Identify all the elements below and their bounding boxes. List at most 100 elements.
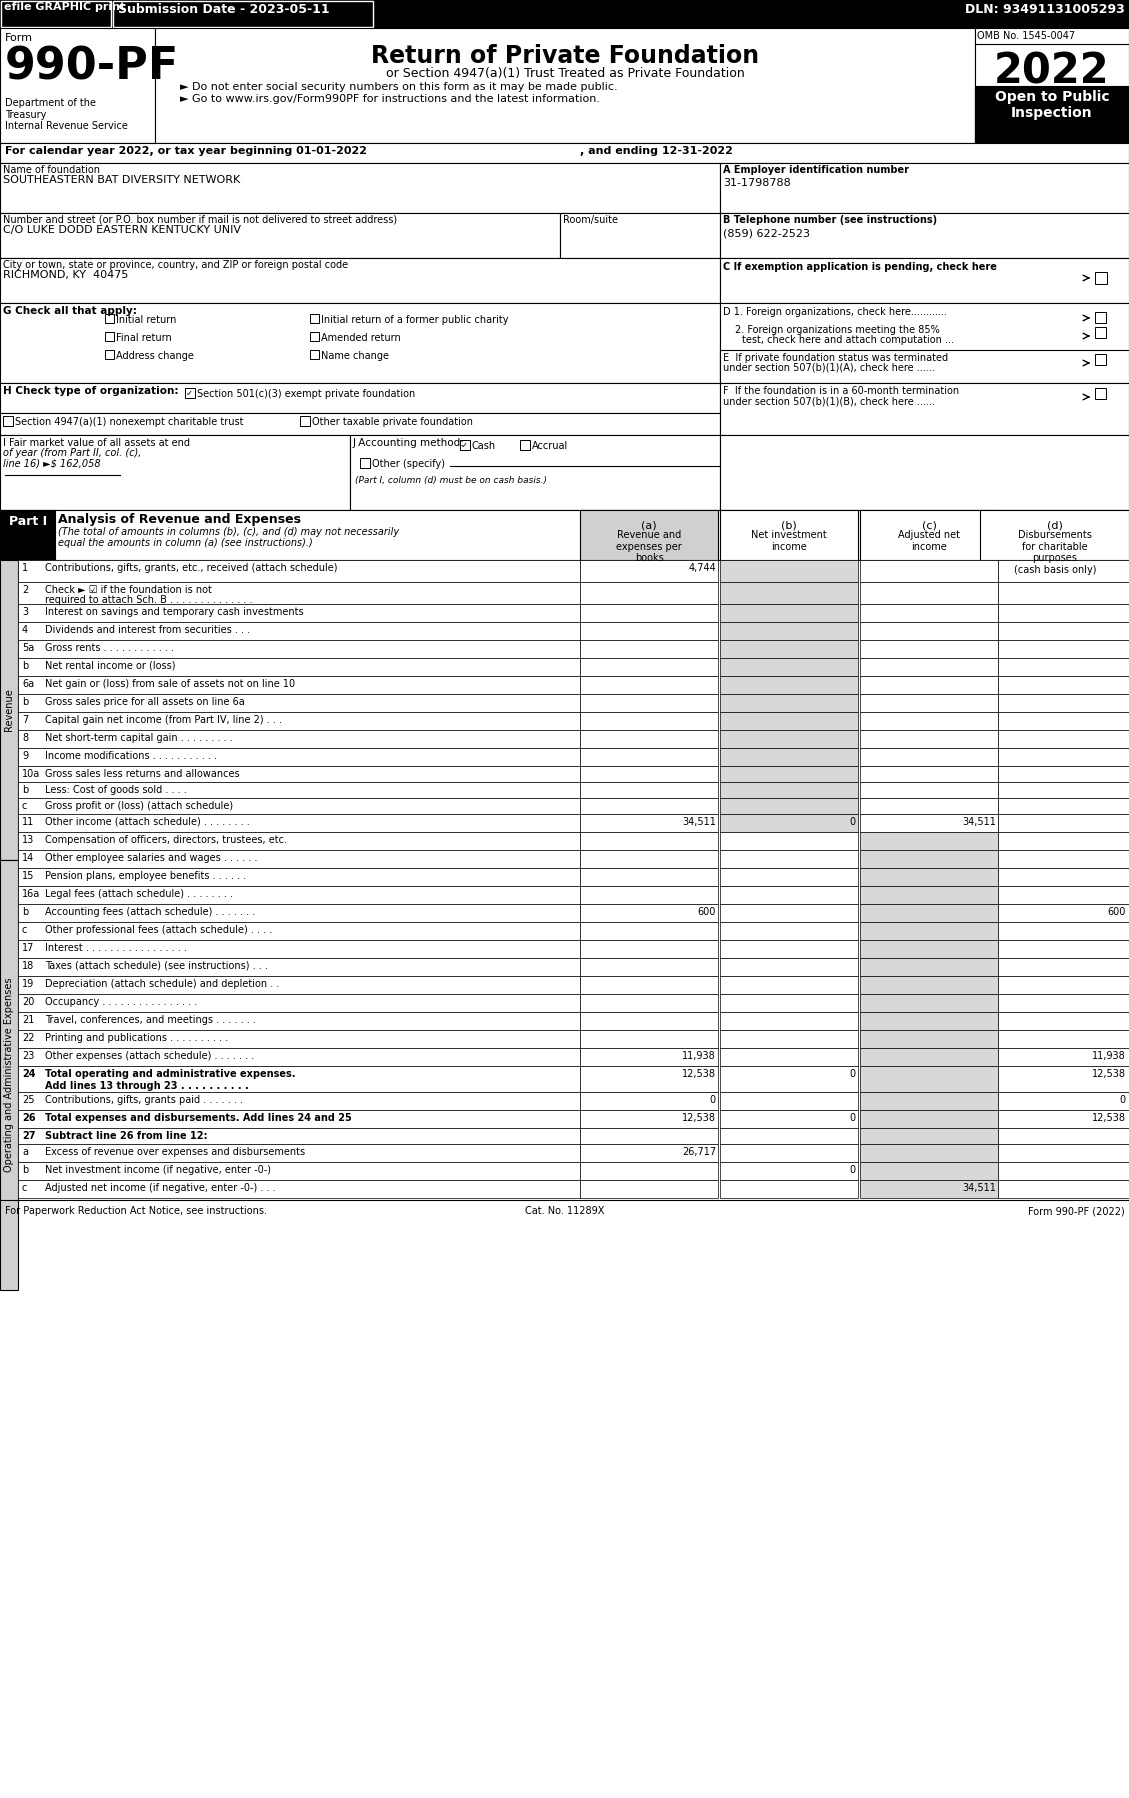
Text: 12,538: 12,538: [682, 1070, 716, 1079]
Bar: [998, 886, 1129, 904]
Bar: [580, 712, 718, 730]
Text: Cat. No. 11289X: Cat. No. 11289X: [525, 1206, 605, 1215]
Text: 6a: 6a: [21, 680, 34, 689]
Bar: [18, 640, 580, 658]
Text: Part I: Part I: [9, 514, 47, 529]
Bar: [460, 441, 470, 450]
Bar: [860, 976, 998, 994]
Bar: [720, 1048, 858, 1066]
Text: B Telephone number (see instructions): B Telephone number (see instructions): [723, 216, 937, 225]
Text: 2022: 2022: [995, 50, 1110, 92]
Text: b: b: [21, 786, 28, 795]
Text: b: b: [21, 698, 28, 707]
Text: Form 990-PF (2022): Form 990-PF (2022): [1029, 1206, 1124, 1215]
Bar: [310, 351, 320, 360]
Text: 24: 24: [21, 1070, 35, 1079]
Bar: [720, 814, 858, 832]
Bar: [860, 658, 998, 676]
Bar: [720, 383, 1129, 435]
Bar: [580, 1030, 718, 1048]
Text: Excess of revenue over expenses and disbursements: Excess of revenue over expenses and disb…: [45, 1147, 305, 1156]
Bar: [18, 1091, 580, 1109]
Bar: [580, 958, 718, 976]
Bar: [18, 798, 580, 814]
Bar: [0, 212, 560, 257]
Bar: [0, 29, 155, 144]
Bar: [998, 712, 1129, 730]
Text: 0: 0: [850, 1165, 856, 1176]
Text: Other expenses (attach schedule) . . . . . . .: Other expenses (attach schedule) . . . .…: [45, 1052, 254, 1061]
Text: Final return: Final return: [116, 333, 172, 343]
Bar: [860, 886, 998, 904]
Bar: [580, 782, 718, 798]
Text: Capital gain net income (from Part IV, line 2) . . .: Capital gain net income (from Part IV, l…: [45, 716, 282, 725]
Text: For Paperwork Reduction Act Notice, see instructions.: For Paperwork Reduction Act Notice, see …: [5, 1206, 266, 1215]
Text: C/O LUKE DODD EASTERN KENTUCKY UNIV: C/O LUKE DODD EASTERN KENTUCKY UNIV: [3, 225, 240, 236]
Text: 20: 20: [21, 998, 34, 1007]
Text: c: c: [21, 924, 27, 935]
Bar: [580, 904, 718, 922]
Text: Legal fees (attach schedule) . . . . . . . .: Legal fees (attach schedule) . . . . . .…: [45, 888, 233, 899]
Bar: [18, 1048, 580, 1066]
Bar: [580, 886, 718, 904]
Text: 13: 13: [21, 834, 34, 845]
Bar: [720, 958, 858, 976]
Bar: [580, 640, 718, 658]
Text: Taxes (attach schedule) (see instructions) . . .: Taxes (attach schedule) (see instruction…: [45, 960, 268, 971]
Text: c: c: [21, 1183, 27, 1194]
Text: 10a: 10a: [21, 770, 41, 779]
Bar: [18, 1109, 580, 1127]
Bar: [860, 1127, 998, 1144]
Bar: [720, 622, 858, 640]
Text: A Employer identification number: A Employer identification number: [723, 165, 909, 174]
Bar: [18, 940, 580, 958]
Text: 0: 0: [1120, 1095, 1126, 1106]
Text: 11,938: 11,938: [1092, 1052, 1126, 1061]
Bar: [860, 1179, 998, 1197]
Bar: [860, 814, 998, 832]
Bar: [18, 994, 580, 1012]
Bar: [720, 922, 858, 940]
Bar: [860, 904, 998, 922]
Text: 26,717: 26,717: [682, 1147, 716, 1156]
Bar: [580, 676, 718, 694]
Text: 0: 0: [850, 816, 856, 827]
Bar: [998, 559, 1129, 583]
Text: Occupancy . . . . . . . . . . . . . . . .: Occupancy . . . . . . . . . . . . . . . …: [45, 998, 198, 1007]
Bar: [18, 604, 580, 622]
Text: 34,511: 34,511: [962, 1183, 996, 1194]
Text: Net investment
income: Net investment income: [751, 530, 826, 552]
Bar: [998, 868, 1129, 886]
Text: Number and street (or P.O. box number if mail is not delivered to street address: Number and street (or P.O. box number if…: [3, 216, 397, 225]
Bar: [998, 658, 1129, 676]
Bar: [18, 1162, 580, 1179]
Bar: [998, 832, 1129, 850]
Bar: [1095, 354, 1106, 365]
Text: b: b: [21, 662, 28, 671]
Bar: [860, 622, 998, 640]
Text: F  If the foundation is in a 60-month termination: F If the foundation is in a 60-month ter…: [723, 387, 960, 396]
Bar: [975, 29, 1129, 144]
Bar: [18, 922, 580, 940]
Bar: [580, 511, 718, 559]
Text: required to attach Sch. B . . . . . . . . . . . . . .: required to attach Sch. B . . . . . . . …: [45, 595, 253, 604]
Bar: [998, 1091, 1129, 1109]
Text: 2: 2: [21, 584, 28, 595]
Text: ► Go to www.irs.gov/Form990PF for instructions and the latest information.: ► Go to www.irs.gov/Form990PF for instru…: [180, 93, 599, 104]
Bar: [860, 694, 998, 712]
Bar: [860, 1048, 998, 1066]
Text: 12,538: 12,538: [1092, 1070, 1126, 1079]
Bar: [18, 886, 580, 904]
Bar: [105, 333, 114, 342]
Bar: [720, 712, 858, 730]
Text: 31-1798788: 31-1798788: [723, 178, 790, 189]
Bar: [580, 748, 718, 766]
Bar: [720, 1066, 858, 1091]
Bar: [580, 994, 718, 1012]
Bar: [720, 304, 1129, 383]
Text: 9: 9: [21, 752, 28, 761]
Bar: [560, 212, 720, 257]
Bar: [18, 832, 580, 850]
Text: 0: 0: [850, 1070, 856, 1079]
Text: Compensation of officers, directors, trustees, etc.: Compensation of officers, directors, tru…: [45, 834, 287, 845]
